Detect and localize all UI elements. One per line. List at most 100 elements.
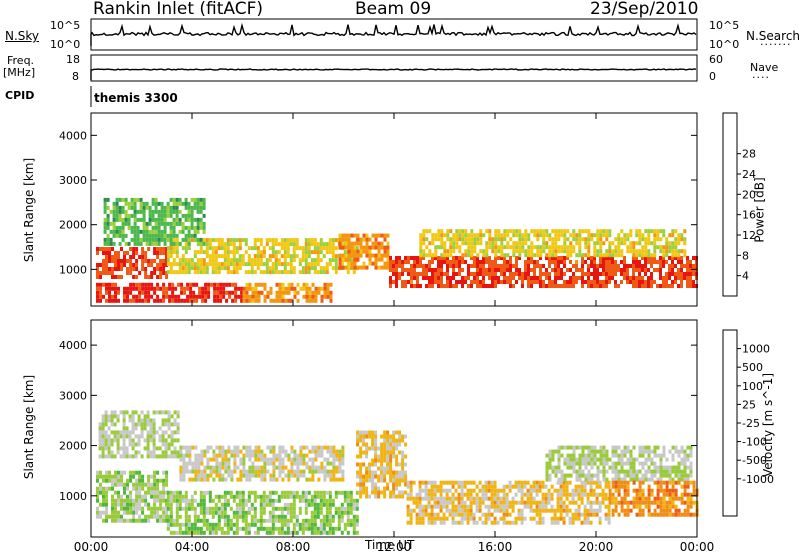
heatmap-cell [674,229,678,234]
heatmap-cell [340,502,344,507]
heatmap-cell [320,445,324,450]
nsky-tick-bottom: 10^0 [50,38,81,51]
heatmap-cell [544,496,548,501]
heatmap-cell [598,484,602,489]
heatmap-cell [458,280,461,284]
heatmap-cell [221,449,225,454]
heatmap-cell [168,282,172,287]
heatmap-cell [159,478,163,483]
heatmap-cell [271,266,275,271]
heatmap-cell [307,238,311,243]
nave-label: Nave [750,61,779,74]
heatmap-cell [574,516,578,521]
heatmap-cell [529,504,533,509]
heatmap-cell [245,445,249,450]
heatmap-cell [359,438,363,443]
heatmap-cell [680,233,684,238]
heatmap-cell [323,290,327,295]
heatmap-cell [653,480,657,485]
heatmap-cell [153,478,157,483]
heatmap-cell [313,246,317,251]
heatmap-cell [583,480,587,485]
heatmap-cell [581,469,585,474]
heatmap-cell [328,530,332,535]
heatmap-cell [575,253,579,258]
heatmap-cell [220,502,224,507]
heatmap-cell [683,264,686,268]
heatmap-cell [505,520,509,525]
heatmap-cell [208,242,212,247]
heatmap-cell [362,490,366,495]
heatmap-cell [235,270,239,275]
heatmap-cell [296,453,300,458]
heatmap-cell [153,514,157,519]
heatmap-cell [515,264,518,268]
heatmap-cell [491,249,495,254]
heatmap-cell [105,494,108,499]
heatmap-cell [578,473,582,478]
heatmap-cell [251,465,255,470]
heatmap-cell [692,488,696,493]
heatmap-cell [146,442,150,447]
heatmap-cell [116,434,120,439]
heatmap-cell [551,268,554,272]
heatmap-cell [433,484,437,489]
heatmap-cell [313,526,317,531]
heatmap-cell [434,256,437,260]
heatmap-cell [190,233,194,238]
heatmap-cell [235,490,239,495]
heatmap-cell [110,414,114,419]
heatmap-cell [120,518,123,523]
heatmap-cell [257,445,261,450]
heatmap-cell [623,477,627,482]
heatmap-cell [187,506,191,511]
heatmap-cell [578,237,582,242]
heatmap-cell [202,197,206,202]
heatmap-cell [230,453,234,458]
heatmap-cell [485,260,488,264]
heatmap-cell [653,445,657,450]
heatmap-cell [248,445,252,450]
heatmap-cell [535,504,539,509]
heatmap-cell [151,213,155,218]
heatmap-cell [488,245,492,250]
heatmap-cell [671,504,675,509]
heatmap-cell [110,450,114,455]
heatmap-cell [620,268,623,272]
heatmap-cell [191,445,195,450]
heatmap-cell [674,445,678,450]
heatmap-cell [265,502,269,507]
heatmap-cell [238,238,242,243]
heatmap-cell [686,473,690,478]
heatmap-cell [596,469,600,474]
heatmap-cell [178,502,182,507]
heatmap-cell [120,514,123,519]
heatmap-cell [250,518,254,523]
heatmap-cell [415,504,419,509]
nsearch-dots: ······· [760,38,792,51]
heatmap-cell [108,298,111,303]
heatmap-cell [271,518,275,523]
heatmap-cell [211,526,215,531]
heatmap-cell [263,457,267,462]
heatmap-cell [629,229,633,234]
heatmap-cell [380,478,384,483]
heatmap-cell [488,237,492,242]
heatmap-cell [283,266,287,271]
heatmap-cell [187,225,191,230]
heatmap-cell [157,209,161,214]
heatmap-cell [289,258,293,263]
heatmap-cell [157,213,161,218]
heatmap-cell [662,473,666,478]
heatmap-cell [659,264,662,268]
heatmap-cell [190,262,194,267]
heatmap-cell [677,449,681,454]
heatmap-cell [147,486,151,491]
heatmap-cell [490,520,494,525]
heatmap-cell [557,284,560,288]
heatmap-cell [668,473,672,478]
heatmap-cell [113,422,117,427]
heatmap-cell [470,229,474,234]
heatmap-cell [524,249,528,254]
heatmap-cell [692,264,695,268]
